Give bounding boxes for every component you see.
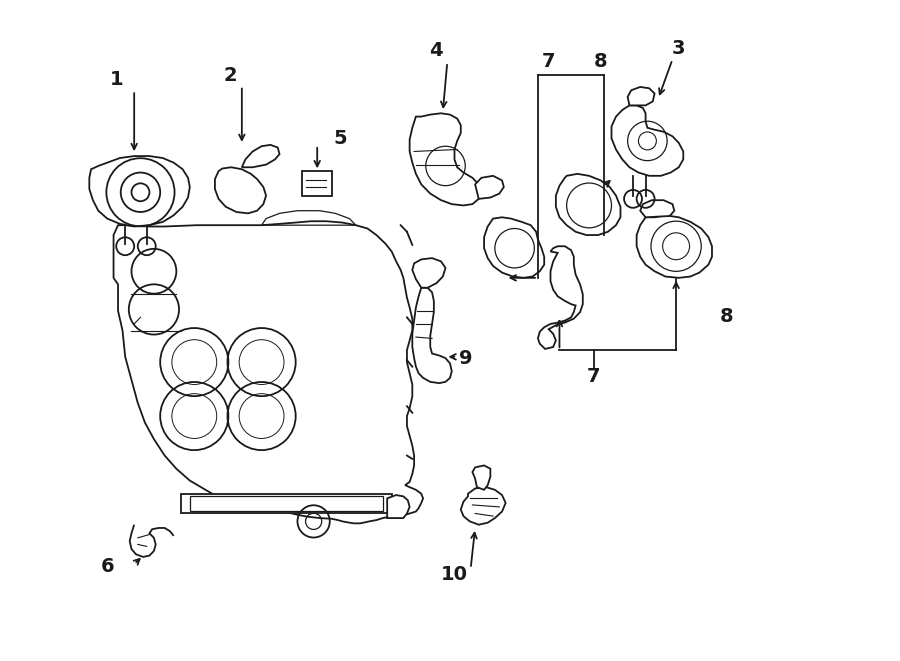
Polygon shape [181,494,392,514]
Polygon shape [475,176,504,199]
Polygon shape [611,105,683,176]
Polygon shape [556,174,620,235]
Text: 5: 5 [334,129,347,148]
Polygon shape [410,113,482,206]
Text: 7: 7 [542,52,555,71]
Text: 8: 8 [719,307,733,325]
Polygon shape [302,171,331,196]
Text: 7: 7 [587,367,600,386]
Text: 9: 9 [459,348,472,368]
Text: 1: 1 [110,69,123,89]
Polygon shape [538,247,583,349]
Text: 6: 6 [101,557,114,576]
Polygon shape [412,258,446,288]
Polygon shape [113,221,423,524]
Polygon shape [387,495,410,518]
Polygon shape [215,167,266,214]
Text: 2: 2 [223,65,237,85]
Text: 10: 10 [441,564,468,584]
Text: 3: 3 [672,39,686,58]
Polygon shape [130,525,174,557]
Polygon shape [472,465,490,490]
Polygon shape [484,217,544,278]
Polygon shape [627,87,654,105]
Text: 8: 8 [594,52,608,71]
Polygon shape [461,487,506,525]
Polygon shape [636,215,712,278]
Polygon shape [89,156,190,227]
Polygon shape [412,288,452,383]
Polygon shape [242,145,280,167]
Polygon shape [640,200,674,217]
Text: 4: 4 [428,41,443,60]
